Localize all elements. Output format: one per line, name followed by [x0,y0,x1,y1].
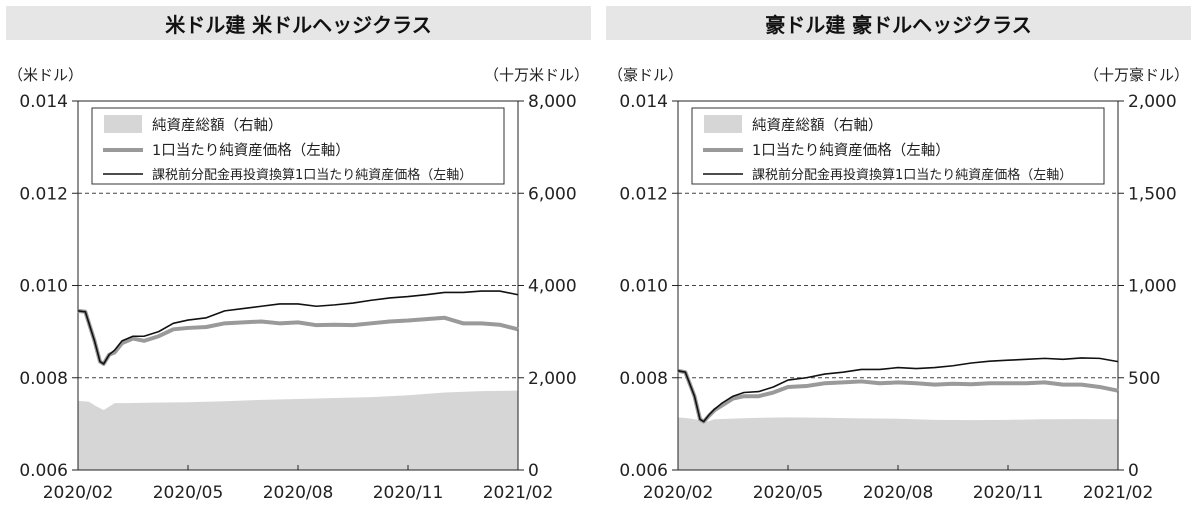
chart-panel-usd: 米ドル建 米ドルヘッジクラス （米ドル） （十万米ドル） 0.014 8,000 0… [6,0,591,509]
chart-svg-usd: （米ドル） （十万米ドル） 0.014 8,000 0.012 6,000 0.010 4… [8,66,589,503]
legend-swatch-area [704,115,742,133]
chart-title: 米ドル建 米ドルヘッジクラス [6,6,591,40]
x-tick-label: 2020/08 [263,483,334,503]
y-axis-left-label: （米ドル） [8,66,83,84]
y-tick-label-left: 0.014 [619,92,668,112]
y-tick-label-left: 0.012 [19,184,68,204]
y-tick-label-left: 0.006 [19,461,68,481]
y-tick-label-right: 2,000 [528,369,577,389]
y-axis-right-label: （十万米ドル） [484,66,589,84]
plot-area: 0.014 8,000 0.012 6,000 0.010 4,000 0.008 2,000… [19,92,576,503]
y-tick-label-right: 6,000 [528,184,577,204]
y-tick-label-left: 0.014 [19,92,68,112]
legend-label-area: 純資産総額（右軸） [152,117,283,134]
plot-area: 0.014 2,000 0.012 1,500 0.010 1,000 0.008 500 0.… [619,92,1176,503]
legend-box [691,107,1105,185]
area-series-net-assets [678,417,1118,470]
y-tick-label-right: 0 [528,461,539,481]
x-tick-label: 2020/02 [643,483,714,503]
y-tick-label-left: 0.012 [619,184,668,204]
line-series-reinvested [677,357,1119,423]
legend: 純資産総額（右軸） 1口当たり純資産価格（左軸） 課税前分配金再投資換算1口当た… [691,107,1105,185]
chart-svg-aud: （豪ドル） （十万豪ドル） 0.014 2,000 0.012 1,500 0.010 1… [608,66,1189,503]
y-tick-label-right: 2,000 [1128,92,1177,112]
y-tick-label-right: 0 [1128,461,1139,481]
legend-label-reinvested: 課税前分配金再投資換算1口当たり純資産価格（左軸） [752,167,1072,183]
y-axis-left-label: （豪ドル） [608,66,683,84]
y-tick-label-right: 1,500 [1128,184,1177,204]
y-tick-label-left: 0.008 [19,369,68,389]
legend: 純資産総額（右軸） 1口当たり純資産価格（左軸） 課税前分配金再投資換算1口当た… [91,107,505,185]
x-tick-label: 2020/02 [43,483,114,503]
y-tick-label-left: 0.006 [619,461,668,481]
y-axis-right-label: （十万豪ドル） [1084,66,1189,84]
area-series-net-assets [78,390,518,470]
y-tick-label-right: 8,000 [528,92,577,112]
chart-panel-aud: 豪ドル建 豪ドルヘッジクラス （豪ドル） （十万豪ドル） 0.014 2,000 0… [606,0,1191,509]
legend-label-area: 純資産総額（右軸） [752,117,883,134]
legend-box [91,107,505,185]
x-tick-label: 2020/05 [753,483,824,503]
x-tick-label: 2020/11 [373,483,444,503]
y-tick-label-left: 0.010 [619,277,668,297]
legend-swatch-area [104,115,142,133]
x-tick-label: 2021/02 [1083,483,1154,503]
x-tick-label: 2020/11 [973,483,1044,503]
legend-label-nav: 1口当たり純資産価格（左軸） [152,142,350,159]
line-series-reinvested [77,290,519,365]
x-tick-label: 2020/08 [863,483,934,503]
y-tick-label-right: 4,000 [528,277,577,297]
x-tick-label: 2021/02 [483,483,554,503]
chart-title: 豪ドル建 豪ドルヘッジクラス [606,6,1191,40]
line-series-nav [677,368,1119,424]
x-tick-label: 2020/05 [153,483,224,503]
y-tick-label-right: 1,000 [1128,277,1177,297]
y-tick-label-left: 0.010 [19,277,68,297]
y-tick-label-right: 500 [1128,369,1160,389]
legend-label-nav: 1口当たり純資産価格（左軸） [752,142,950,159]
line-series-nav [77,308,519,366]
y-tick-label-left: 0.008 [619,369,668,389]
legend-label-reinvested: 課税前分配金再投資換算1口当たり純資産価格（左軸） [152,167,472,183]
